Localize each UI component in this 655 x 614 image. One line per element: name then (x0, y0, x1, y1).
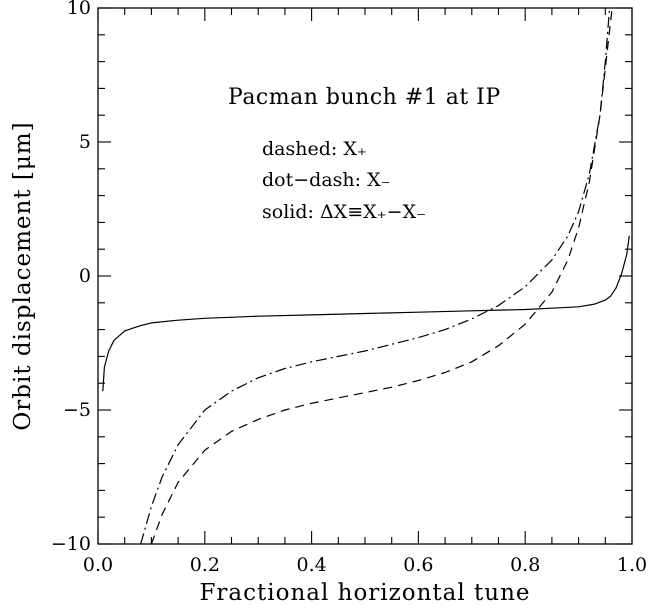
series-line-dot-dash (140, 8, 611, 544)
annotation-dashed: dashed: X₊ (262, 138, 367, 160)
series-line-dashed (150, 8, 613, 544)
x-tick-label: 0.4 (296, 554, 326, 576)
y-tick-label: 0 (79, 265, 91, 287)
y-tick-label: 5 (79, 131, 91, 153)
x-tick-label: 0.0 (83, 554, 113, 576)
y-tick-label: 10 (67, 0, 91, 19)
axis-ticks (97, 7, 633, 545)
y-tick-label: −5 (63, 399, 91, 421)
series-line-solid (102, 235, 630, 392)
y-axis-title: Orbit displacement [μm] (10, 121, 36, 430)
y-tick-label: −10 (51, 533, 91, 555)
series-group (102, 8, 630, 544)
x-tick-label: 0.8 (510, 554, 540, 576)
x-axis-title: Fractional horizontal tune (199, 580, 530, 606)
x-tick-label: 0.2 (190, 554, 220, 576)
annotation-title: Pacman bunch #1 at IP (228, 85, 501, 110)
x-tick-label: 1.0 (617, 554, 647, 576)
tick-labels: 0.0 0.2 0.4 0.6 0.8 1.0 −10 −5 0 5 10 (51, 0, 647, 576)
annotation-dot-dash: dot−dash: X₋ (262, 169, 391, 191)
annotation-solid: solid: ΔX≡X₊−X₋ (262, 201, 426, 223)
x-tick-label: 0.6 (403, 554, 433, 576)
